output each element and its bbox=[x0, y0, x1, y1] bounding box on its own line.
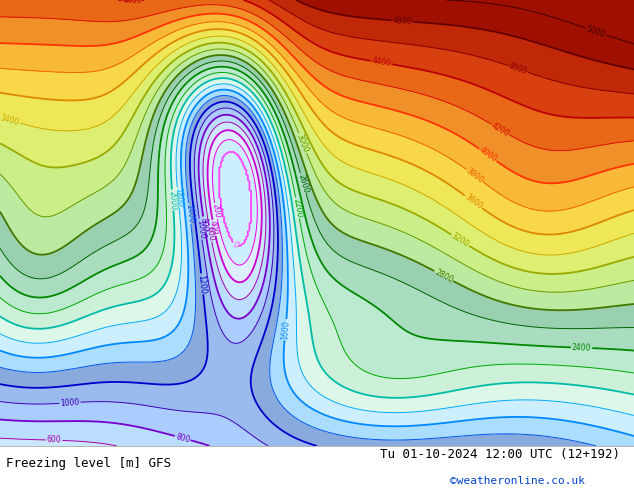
Text: 1000: 1000 bbox=[195, 219, 206, 239]
Text: 600: 600 bbox=[46, 436, 61, 445]
Text: Freezing level [m] GFS: Freezing level [m] GFS bbox=[6, 457, 171, 470]
Text: 4600: 4600 bbox=[507, 62, 529, 76]
Text: 0: 0 bbox=[230, 240, 240, 250]
Text: 4200: 4200 bbox=[490, 121, 511, 139]
Text: 4800: 4800 bbox=[392, 16, 412, 26]
Text: 2400: 2400 bbox=[572, 343, 592, 353]
Text: 1000: 1000 bbox=[60, 398, 80, 408]
Text: 400: 400 bbox=[208, 220, 220, 236]
Text: 2800: 2800 bbox=[433, 268, 455, 285]
Text: 1400: 1400 bbox=[184, 203, 195, 223]
Text: 1200: 1200 bbox=[197, 274, 208, 294]
Text: 1800: 1800 bbox=[173, 188, 184, 208]
Text: 5000: 5000 bbox=[585, 24, 607, 39]
Text: 800: 800 bbox=[174, 432, 191, 444]
Text: 200: 200 bbox=[210, 203, 221, 219]
Text: 4000: 4000 bbox=[477, 146, 498, 164]
Text: 3400: 3400 bbox=[0, 113, 20, 127]
Text: 3000: 3000 bbox=[295, 132, 311, 154]
Text: 4400: 4400 bbox=[122, 0, 141, 5]
Text: 2600: 2600 bbox=[296, 173, 310, 194]
Text: 1600: 1600 bbox=[280, 319, 291, 340]
Text: 3600: 3600 bbox=[463, 193, 484, 211]
Text: 4400: 4400 bbox=[371, 56, 392, 69]
Text: 2200: 2200 bbox=[291, 197, 304, 218]
Text: 600: 600 bbox=[205, 225, 216, 242]
Text: 3200: 3200 bbox=[450, 231, 471, 249]
Text: ©weatheronline.co.uk: ©weatheronline.co.uk bbox=[450, 476, 585, 486]
Text: 3800: 3800 bbox=[464, 166, 485, 185]
Text: Tu 01-10-2024 12:00 UTC (12+192): Tu 01-10-2024 12:00 UTC (12+192) bbox=[380, 448, 621, 461]
Text: 2000: 2000 bbox=[167, 190, 178, 210]
Text: 800: 800 bbox=[199, 217, 210, 232]
